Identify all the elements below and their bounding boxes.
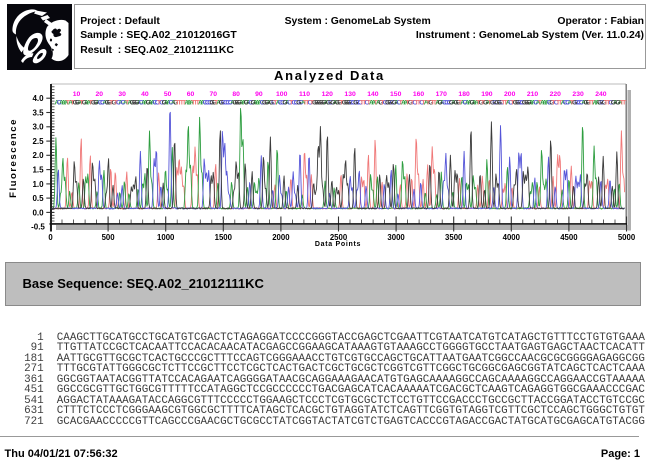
svg-text:0: 0 [48, 233, 53, 242]
svg-text:130: 130 [344, 91, 356, 98]
svg-text:500: 500 [102, 233, 116, 242]
svg-text:3000: 3000 [387, 233, 405, 242]
svg-text:2.0: 2.0 [32, 151, 44, 160]
svg-text:140: 140 [367, 91, 379, 98]
svg-text:10: 10 [73, 91, 81, 98]
svg-text:100: 100 [276, 91, 288, 98]
svg-text:180: 180 [458, 91, 470, 98]
svg-text:3.0: 3.0 [32, 123, 44, 132]
svg-text:0.5: 0.5 [32, 194, 44, 203]
svg-text:4.0: 4.0 [32, 94, 44, 103]
svg-text:1000: 1000 [157, 233, 175, 242]
svg-text:2000: 2000 [272, 233, 290, 242]
svg-text:-0.5: -0.5 [31, 223, 45, 232]
svg-text:160: 160 [413, 91, 425, 98]
svg-text:170: 170 [436, 91, 448, 98]
svg-text:4000: 4000 [503, 233, 521, 242]
svg-text:1.0: 1.0 [32, 180, 44, 189]
svg-text:110: 110 [299, 91, 310, 98]
svg-text:90: 90 [255, 91, 263, 98]
svg-text:4500: 4500 [560, 233, 578, 242]
svg-text:20: 20 [96, 91, 104, 98]
svg-text:3.5: 3.5 [32, 108, 44, 117]
svg-text:70: 70 [210, 91, 218, 98]
svg-text:2.5: 2.5 [32, 137, 44, 146]
svg-text:1.5: 1.5 [32, 166, 44, 175]
svg-text:120: 120 [322, 91, 334, 98]
svg-text:210: 210 [527, 91, 539, 98]
svg-text:Fluorescence: Fluorescence [8, 118, 19, 198]
svg-text:GGGGGGGGGGGGGGGGGGGGGGGGGGGGGG: GGGGGGGGGGGGGGGGGGGGGGGGGGGGGGGGGGGGGGGG… [73, 100, 621, 107]
svg-text:5000: 5000 [618, 233, 636, 242]
svg-text:80: 80 [232, 91, 240, 98]
svg-text:230: 230 [572, 91, 584, 98]
svg-text:240: 240 [595, 91, 607, 98]
svg-text:50: 50 [164, 91, 172, 98]
svg-text:60: 60 [187, 91, 195, 98]
svg-text:200: 200 [504, 91, 516, 98]
svg-text:Data Points: Data Points [315, 241, 361, 248]
svg-text:30: 30 [118, 91, 126, 98]
svg-text:1500: 1500 [215, 233, 233, 242]
svg-text:3500: 3500 [445, 233, 463, 242]
svg-text:190: 190 [481, 91, 493, 98]
svg-text:220: 220 [550, 91, 562, 98]
svg-text:2500: 2500 [330, 233, 348, 242]
svg-text:0.0: 0.0 [32, 208, 44, 217]
svg-text:40: 40 [141, 91, 149, 98]
svg-text:150: 150 [390, 91, 402, 98]
